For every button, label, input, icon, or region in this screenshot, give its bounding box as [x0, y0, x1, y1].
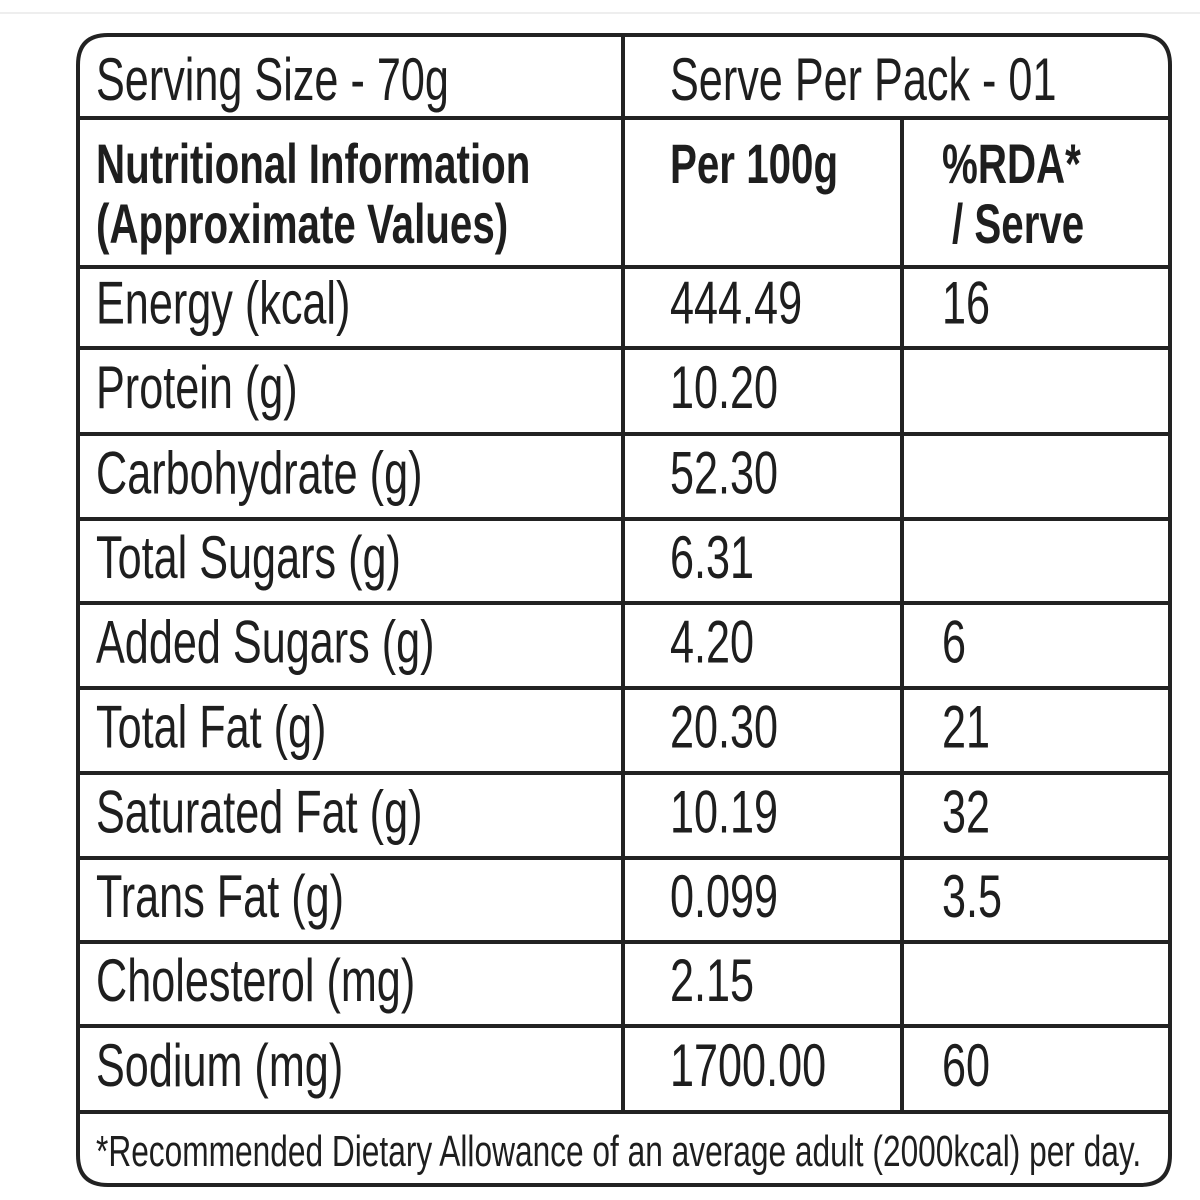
cell-nutrient-wrap: Added Sugars (g) — [96, 610, 435, 677]
column-header-wrap: Nutritional Information — [96, 134, 530, 196]
cell-per-100g: 4.20 — [670, 610, 754, 677]
serving-size-wrap: Serving Size - 70g — [96, 47, 449, 114]
cell-per-100g: 1700.00 — [670, 1033, 826, 1100]
cell-per-100g-wrap: 6.31 — [670, 525, 754, 592]
cell-rda: 6 — [942, 610, 966, 677]
cell-per-100g: 2.15 — [670, 948, 754, 1015]
cell-nutrient-wrap: Carbohydrate (g) — [96, 441, 422, 508]
cell-rda-wrap: 6 — [942, 610, 966, 677]
column-header-wrap: Per 100g — [670, 134, 838, 196]
cell-per-100g-wrap: 0.099 — [670, 864, 778, 931]
cell-per-100g-wrap: 1700.00 — [670, 1033, 826, 1100]
cell-per-100g-wrap: 20.30 — [670, 695, 778, 762]
cell-nutrient-wrap: Total Sugars (g) — [96, 525, 401, 592]
column-header: (Approximate Values) — [96, 194, 508, 256]
column-header-wrap: (Approximate Values) — [96, 194, 508, 256]
cell-nutrient-wrap: Sodium (mg) — [96, 1033, 343, 1100]
cell-nutrient: Saturated Fat (g) — [96, 780, 422, 847]
cell-nutrient: Trans Fat (g) — [96, 864, 344, 931]
cell-rda: 60 — [942, 1033, 990, 1100]
cell-rda-wrap: 32 — [942, 780, 990, 847]
cell-per-100g: 10.20 — [670, 355, 778, 422]
cell-nutrient: Sodium (mg) — [96, 1033, 343, 1100]
cell-rda: 21 — [942, 695, 990, 762]
cell-rda-wrap: 60 — [942, 1033, 990, 1100]
footnote-wrap: *Recommended Dietary Allowance of an ave… — [96, 1127, 1141, 1176]
cell-per-100g: 6.31 — [670, 525, 754, 592]
cell-per-100g-wrap: 10.20 — [670, 355, 778, 422]
cell-rda: 3.5 — [942, 864, 1002, 931]
column-header: %RDA* — [942, 134, 1081, 196]
cell-nutrient: Protein (g) — [96, 355, 298, 422]
grid-lines — [78, 35, 1170, 1114]
cell-nutrient-wrap: Protein (g) — [96, 355, 298, 422]
cell-per-100g-wrap: 4.20 — [670, 610, 754, 677]
serve-per-pack-wrap: Serve Per Pack - 01 — [670, 47, 1056, 114]
cells: Serving Size - 70g Serve Per Pack - 01 Nut… — [96, 47, 1141, 1176]
cell-per-100g-wrap: 2.15 — [670, 948, 754, 1015]
cell-rda-wrap: 3.5 — [942, 864, 1002, 931]
cell-rda-wrap: 21 — [942, 695, 990, 762]
cell-nutrient: Carbohydrate (g) — [96, 441, 422, 508]
cell-rda-wrap: 16 — [942, 271, 990, 338]
column-header: / Serve — [952, 194, 1084, 256]
cell-nutrient-wrap: Trans Fat (g) — [96, 864, 344, 931]
cell-per-100g-wrap: 444.49 — [670, 271, 802, 338]
cell-nutrient: Energy (kcal) — [96, 271, 350, 338]
column-header: Per 100g — [670, 134, 838, 196]
cell-per-100g: 0.099 — [670, 864, 778, 931]
cell-nutrient: Added Sugars (g) — [96, 610, 435, 677]
cell-nutrient-wrap: Energy (kcal) — [96, 271, 350, 338]
cell-per-100g: 10.19 — [670, 780, 778, 847]
cell-rda: 16 — [942, 271, 990, 338]
serve-per-pack: Serve Per Pack - 01 — [670, 47, 1056, 114]
column-header: Nutritional Information — [96, 134, 530, 196]
cell-nutrient-wrap: Cholesterol (mg) — [96, 948, 415, 1015]
serving-size: Serving Size - 70g — [96, 47, 449, 114]
cell-nutrient: Total Sugars (g) — [96, 525, 401, 592]
column-header-wrap: %RDA* — [942, 134, 1081, 196]
cell-nutrient: Total Fat (g) — [96, 695, 326, 762]
cell-per-100g-wrap: 10.19 — [670, 780, 778, 847]
cell-per-100g: 20.30 — [670, 695, 778, 762]
footnote: *Recommended Dietary Allowance of an ave… — [96, 1127, 1141, 1176]
cell-nutrient-wrap: Total Fat (g) — [96, 695, 326, 762]
cell-per-100g: 444.49 — [670, 271, 802, 338]
cell-nutrient: Cholesterol (mg) — [96, 948, 415, 1015]
column-header-wrap: / Serve — [952, 194, 1084, 256]
cell-nutrient-wrap: Saturated Fat (g) — [96, 780, 422, 847]
cell-rda: 32 — [942, 780, 990, 847]
cell-per-100g: 52.30 — [670, 441, 778, 508]
table-border — [76, 33, 1172, 1187]
cell-per-100g-wrap: 52.30 — [670, 441, 778, 508]
